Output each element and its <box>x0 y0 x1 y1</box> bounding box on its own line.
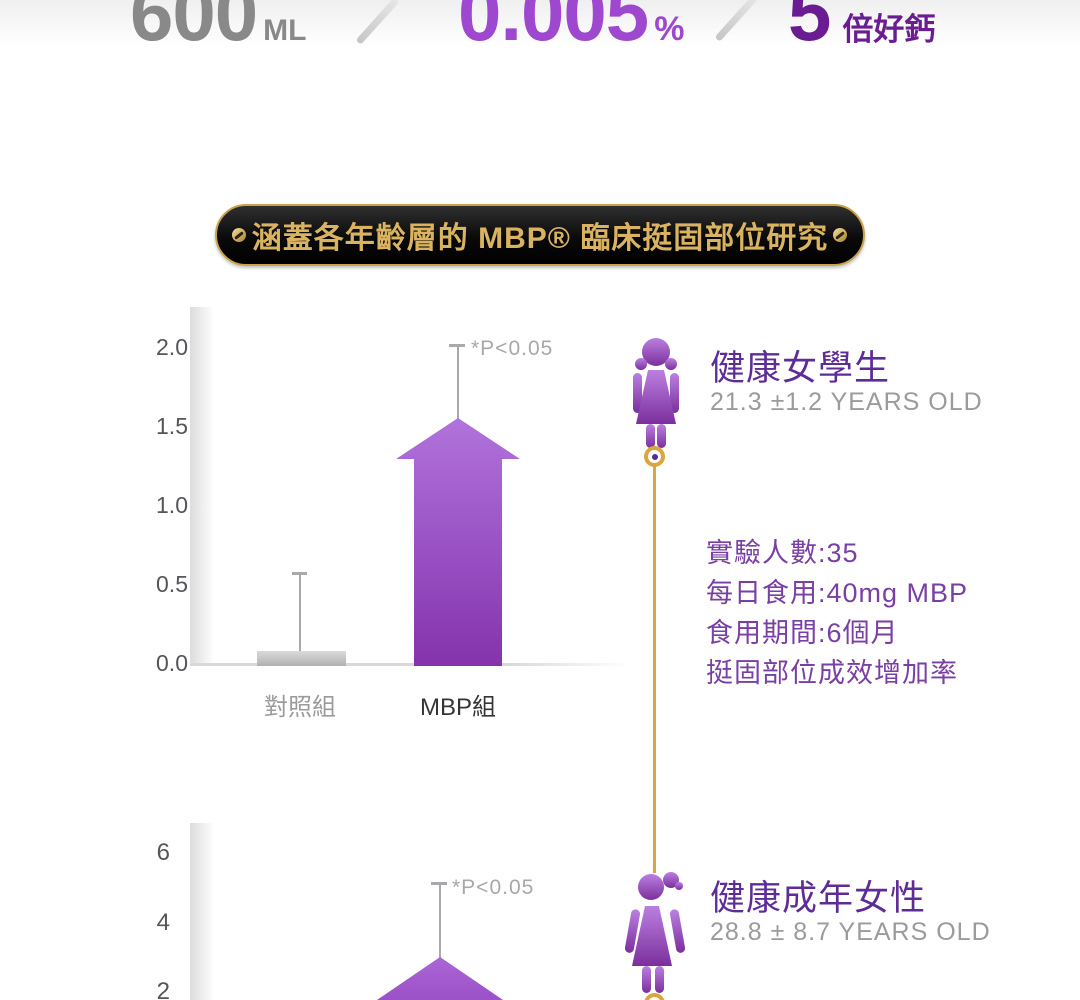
y-tick-label: 2.0 <box>156 334 188 360</box>
study1-detail-line: 實驗人數:35 <box>706 538 859 568</box>
gold-rivet-icon <box>232 228 246 242</box>
error-bar-cap <box>431 882 447 885</box>
stat-calcium: 5 倍好鈣 <box>788 0 935 75</box>
female-student-icon <box>633 338 679 448</box>
female-adult-icon <box>624 872 686 993</box>
stat-volume-unit: ML <box>263 14 307 47</box>
stat-percent-value: 0.005 <box>458 0 649 57</box>
study1-detail-line: 食用期間:6個月 <box>706 618 899 648</box>
error-bar <box>439 884 441 958</box>
stat-percent: 0.005% <box>458 0 684 75</box>
timeline-connector-line <box>653 462 656 873</box>
stat-percent-unit: % <box>654 10 685 48</box>
p-value-annotation: *P<0.05 <box>471 337 554 360</box>
y-tick-label: 1.5 <box>156 413 188 439</box>
x-category-label-mbp: MBP組 <box>419 694 496 721</box>
stat-calcium-value: 5 <box>788 0 831 57</box>
study1-detail-line: 挺固部位成效增加率 <box>706 658 958 688</box>
y-axis-band <box>190 307 214 666</box>
study2-age: 28.8 ± 8.7 YEARS OLD <box>710 918 991 946</box>
gold-rivet-icon <box>833 228 847 242</box>
top-fade-band <box>0 0 1080 52</box>
error-bar <box>457 346 459 420</box>
stat-volume-value: 600 <box>130 0 258 57</box>
x-axis-baseline <box>190 663 630 666</box>
y-tick-label: 0.5 <box>156 571 188 597</box>
mbp-arrow-bar <box>376 957 504 1000</box>
study1-age: 21.3 ±1.2 YEARS OLD <box>710 388 983 416</box>
study1-detail-line: 每日食用:40mg MBP <box>706 578 969 608</box>
y-tick-label: 2 <box>156 978 170 1000</box>
timeline-marker-icon <box>644 993 665 1000</box>
control-group-bar <box>257 651 346 666</box>
section-banner: 涵蓋各年齡層的 MBP® 臨床挺固部位研究 <box>215 204 865 266</box>
error-bar-cap <box>449 344 465 347</box>
stat-calcium-unit: 倍好鈣 <box>842 12 936 47</box>
stat-volume: 600 ML <box>130 0 306 75</box>
error-bar-cap <box>292 572 307 575</box>
y-tick-label: 4 <box>156 909 170 936</box>
study1-details: 實驗人數:35 每日食用:40mg MBP 食用期間:6個月 挺固部位成效增加率 <box>706 533 968 693</box>
y-tick-label: 0.0 <box>156 650 188 676</box>
study2-title: 健康成年女性 <box>710 879 927 918</box>
banner-title: 涵蓋各年齡層的 MBP® 臨床挺固部位研究 <box>251 222 829 255</box>
p-value-annotation: *P<0.05 <box>452 876 535 899</box>
y-tick-label: 1.0 <box>156 492 188 518</box>
error-bar <box>299 574 301 652</box>
y-tick-label: 6 <box>156 839 170 866</box>
timeline-marker-icon <box>644 446 665 467</box>
x-category-label-control: 對照組 <box>264 694 336 721</box>
study1-title: 健康女學生 <box>710 349 891 388</box>
mbp-arrow-bar <box>396 418 520 666</box>
y-axis-band <box>190 823 214 1000</box>
